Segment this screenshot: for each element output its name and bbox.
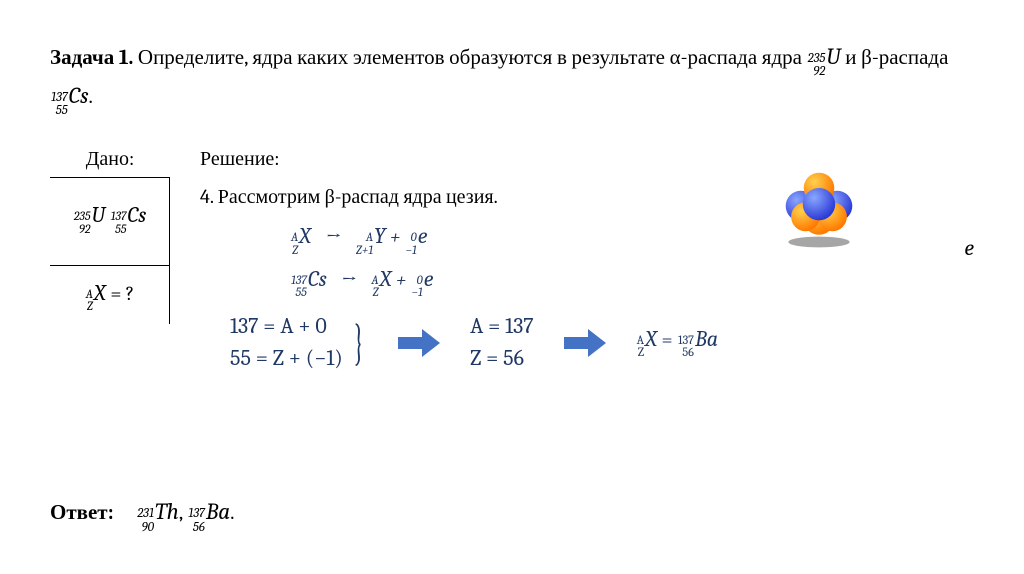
sys-line-2: 55 = Z + (−1) xyxy=(230,344,343,374)
task-text-1: Определите, ядра каких элементов образую… xyxy=(133,46,806,70)
floating-e: e xyxy=(964,235,974,261)
answer-line: Ответ: 23190Th, 13756Ba. xyxy=(50,498,234,534)
given-question-nuclide: AZX xyxy=(85,280,106,314)
arrow-icon-2 xyxy=(562,325,608,361)
right-brace: } xyxy=(354,318,364,368)
task-text-2: и β-распада xyxy=(841,46,949,70)
equation-1: AZX → AZ+1Y + 0−1e xyxy=(290,223,974,257)
given-u: 23592U xyxy=(73,202,105,236)
equation-2: 13755Cs → AZX + 0−1e xyxy=(290,266,974,300)
arrow-icon-1 xyxy=(396,325,442,361)
sys-line-1: 137 = A + 0 xyxy=(230,312,343,342)
given-header: Дано: xyxy=(50,147,170,178)
task-label: Задача 1. xyxy=(50,46,133,70)
given-body: 23592U 13755Cs xyxy=(50,178,170,265)
given-column: Дано: 23592U 13755Cs AZX = ? xyxy=(50,147,170,373)
given-question: AZX = ? xyxy=(50,266,170,324)
answer-th: 23190Th xyxy=(136,498,179,534)
task-title: Задача 1. Определите, ядра каких элемент… xyxy=(50,40,974,117)
system-equations: 137 = A + 0 55 = Z + (−1) } xyxy=(230,312,368,373)
res-line-2: Z = 56 xyxy=(470,344,534,374)
derivation-row: 137 = A + 0 55 = Z + (−1) } A = 137 Z = … xyxy=(230,312,974,373)
nuclide-u: 23592U xyxy=(807,40,841,79)
main-layout: Дано: 23592U 13755Cs AZX = ? Решение: 4.… xyxy=(50,147,974,373)
nuclide-cs: 13755Cs xyxy=(50,79,88,118)
answer-label: Ответ: xyxy=(50,501,114,525)
res-line-1: A = 137 xyxy=(470,312,534,342)
given-cs: 13755Cs xyxy=(110,202,147,236)
nucleus-illustration xyxy=(774,161,864,251)
answer-ba: 13756Ba xyxy=(187,498,230,534)
solution-column: Решение: 4. Рассмотрим β-распад ядра цез… xyxy=(200,147,974,373)
task-text-3: . xyxy=(88,85,92,109)
result-block: A = 137 Z = 56 xyxy=(470,312,534,373)
final-equation: AZX = 13756Ba xyxy=(636,326,718,360)
